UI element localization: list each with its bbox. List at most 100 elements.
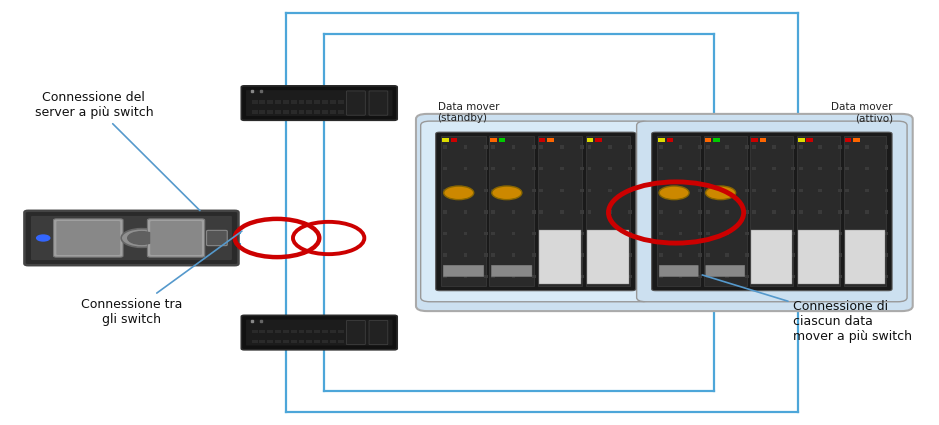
Bar <box>845 167 849 170</box>
Text: Data mover
(attivo): Data mover (attivo) <box>832 102 893 123</box>
Bar <box>306 110 313 114</box>
Bar <box>608 189 611 192</box>
Bar <box>512 145 516 149</box>
Bar <box>745 275 748 278</box>
FancyBboxPatch shape <box>369 320 388 345</box>
Bar <box>838 145 841 149</box>
Bar <box>865 232 869 235</box>
Bar <box>560 145 563 149</box>
Bar <box>865 210 869 213</box>
Bar <box>499 138 505 142</box>
Bar <box>322 330 328 333</box>
Bar <box>443 232 447 235</box>
Bar <box>560 275 563 278</box>
Bar <box>679 167 683 170</box>
Bar <box>628 232 632 235</box>
Bar <box>706 189 710 192</box>
Bar <box>330 330 336 333</box>
Bar <box>268 110 273 114</box>
FancyBboxPatch shape <box>150 221 202 255</box>
Bar <box>865 145 869 149</box>
Bar <box>799 189 803 192</box>
Bar <box>443 210 447 213</box>
Bar <box>658 138 665 142</box>
Bar <box>838 232 841 235</box>
FancyBboxPatch shape <box>843 136 886 286</box>
Bar <box>512 275 516 278</box>
Bar <box>580 275 584 278</box>
Bar <box>772 253 776 257</box>
Bar <box>760 138 766 142</box>
Bar <box>752 145 756 149</box>
Bar <box>751 138 758 142</box>
Bar <box>725 275 729 278</box>
Bar <box>443 275 447 278</box>
Bar <box>531 189 535 192</box>
Bar <box>725 253 729 257</box>
Bar <box>580 189 584 192</box>
Circle shape <box>659 186 689 200</box>
Bar <box>546 138 554 142</box>
Bar <box>752 232 756 235</box>
Bar <box>443 189 447 192</box>
Bar <box>659 210 663 213</box>
Bar <box>531 210 535 213</box>
Bar <box>484 189 487 192</box>
FancyBboxPatch shape <box>751 230 793 284</box>
Bar <box>799 275 803 278</box>
Bar <box>580 253 584 257</box>
Bar <box>725 145 729 149</box>
Bar <box>706 210 710 213</box>
Bar <box>885 253 888 257</box>
FancyBboxPatch shape <box>54 219 123 257</box>
Bar <box>275 340 281 343</box>
Bar <box>588 145 592 149</box>
Bar <box>464 189 468 192</box>
Bar <box>845 232 849 235</box>
Bar <box>725 232 729 235</box>
Bar <box>443 145 447 149</box>
Bar <box>745 145 748 149</box>
Bar <box>799 167 803 170</box>
FancyBboxPatch shape <box>369 91 388 115</box>
Bar <box>819 232 823 235</box>
Bar <box>752 189 756 192</box>
Bar <box>699 275 702 278</box>
Bar <box>844 138 851 142</box>
Bar <box>628 210 632 213</box>
Bar <box>725 210 729 213</box>
Bar <box>283 100 289 104</box>
Bar <box>667 138 673 142</box>
Bar <box>338 340 344 343</box>
Bar <box>699 189 702 192</box>
Bar <box>512 232 516 235</box>
Bar <box>792 167 795 170</box>
Bar <box>588 275 592 278</box>
Bar <box>845 210 849 213</box>
Bar <box>464 145 468 149</box>
Bar <box>315 340 320 343</box>
Bar <box>628 167 632 170</box>
Bar <box>628 253 632 257</box>
Bar <box>772 275 776 278</box>
Bar <box>252 110 257 114</box>
Bar <box>699 232 702 235</box>
FancyBboxPatch shape <box>797 136 839 286</box>
Bar <box>330 340 336 343</box>
Bar <box>679 253 683 257</box>
Bar <box>819 210 823 213</box>
Bar <box>540 275 543 278</box>
Bar <box>252 330 257 333</box>
Bar <box>259 100 266 104</box>
Circle shape <box>705 186 735 200</box>
Bar <box>659 275 663 278</box>
Bar <box>807 138 813 142</box>
Bar <box>338 110 344 114</box>
Bar <box>745 189 748 192</box>
Bar <box>845 189 849 192</box>
Bar <box>464 167 468 170</box>
Bar <box>291 330 297 333</box>
Bar <box>306 340 313 343</box>
Circle shape <box>444 186 474 200</box>
FancyBboxPatch shape <box>652 132 892 291</box>
